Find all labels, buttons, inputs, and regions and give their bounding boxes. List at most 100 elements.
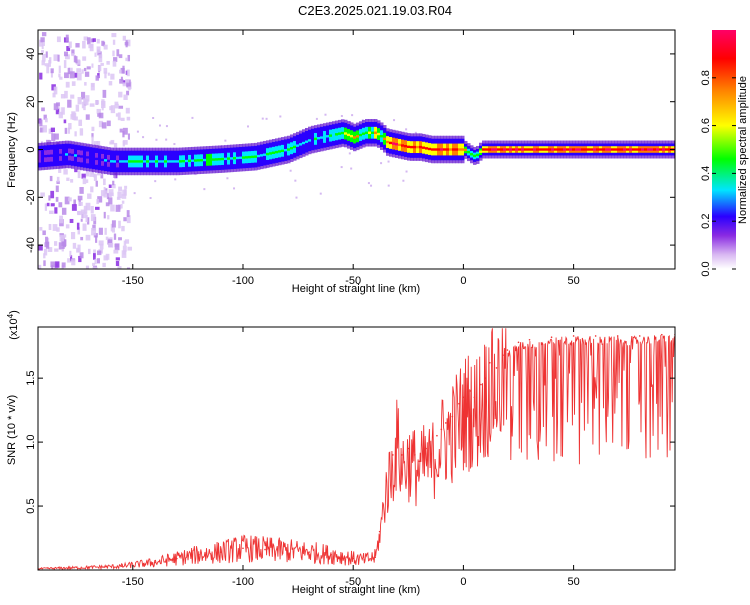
noise-cell — [102, 262, 106, 268]
ridge-core-cell — [425, 147, 429, 150]
noise-cell — [105, 202, 110, 207]
ridge-core-cell — [374, 131, 378, 134]
ridge-core-cell — [524, 148, 528, 151]
x-tick-label: -150 — [122, 576, 144, 588]
noise-cell — [56, 176, 60, 183]
noise-cell — [92, 224, 96, 231]
colorbar-tick-label: 0.4 — [700, 166, 712, 181]
noise-cell — [103, 178, 106, 186]
ridge-core-cell — [77, 154, 81, 158]
ridge-core-cell — [344, 132, 348, 135]
noise-cell — [110, 139, 115, 144]
spectrogram-axes: -150 -100 -50 0 50 40 20 0 -20 -40 — [25, 30, 675, 287]
ridge-core-cell — [122, 160, 126, 163]
ridge-core-cell — [623, 148, 627, 151]
ridge-core-cell — [224, 157, 228, 161]
noise-cell — [108, 197, 113, 205]
noise-cell — [125, 107, 130, 114]
noise-cell — [72, 242, 77, 249]
speckle-cell — [289, 169, 292, 172]
noise-cell — [79, 187, 84, 194]
snr-point — [506, 349, 509, 351]
ridge-core-cell — [389, 141, 393, 145]
noise-cell — [44, 63, 50, 67]
noise-cell — [128, 86, 131, 91]
noise-cell — [96, 199, 99, 205]
noise-cell — [103, 186, 106, 195]
snr-panel: -150 -100 -50 0 50 0.5 1.0 1.5 (x104) Height of… — [6, 310, 676, 596]
ridge-core-cell — [416, 145, 420, 149]
ridge-core-cell — [44, 154, 48, 158]
ridge-core-cell — [83, 155, 87, 159]
noise-cell — [108, 184, 112, 188]
noise-cell — [87, 37, 91, 45]
noise-cell — [124, 41, 129, 46]
ridge-core-cell — [152, 160, 156, 163]
noise-cell — [127, 133, 130, 140]
speckle-cell — [387, 184, 390, 187]
noise-cell — [85, 234, 91, 241]
noise-cell — [122, 82, 127, 87]
noise-cell — [98, 54, 103, 63]
ridge-core-cell — [311, 138, 315, 141]
snr-point — [378, 530, 381, 533]
noise-cell — [54, 261, 60, 268]
noise-cell — [68, 197, 72, 202]
noise-cell — [63, 60, 67, 69]
snr-ylabel: SNR (10 * v/v) — [6, 395, 18, 465]
ridge-core-cell — [95, 157, 99, 161]
ridge-core-cell — [200, 158, 204, 162]
noise-cell — [58, 111, 63, 119]
speckle-cell — [149, 197, 152, 200]
noise-cell — [118, 54, 123, 59]
ridge-core-cell — [263, 153, 267, 156]
ridge-core-cell — [206, 158, 210, 162]
x-tick-label: -100 — [232, 275, 254, 287]
ridge-core-cell — [194, 159, 198, 162]
ridge-core-cell — [554, 148, 558, 151]
noise-cell — [103, 44, 108, 50]
noise-cell — [84, 82, 87, 86]
noise-cell — [124, 188, 127, 196]
noise-cell — [75, 56, 78, 64]
ridge-core-cell — [266, 152, 270, 156]
noise-cell — [114, 243, 120, 251]
noise-cell — [73, 199, 77, 206]
noise-cell — [81, 91, 86, 100]
speckle-cell — [367, 182, 370, 185]
speckle-cell — [405, 170, 408, 173]
ridge-core-cell — [470, 153, 474, 156]
ridge-core-cell — [644, 148, 648, 151]
noise-cell — [123, 94, 128, 100]
noise-cell — [126, 90, 130, 96]
noise-cell — [69, 250, 72, 257]
noise-cell — [126, 82, 131, 87]
noise-cell — [57, 54, 60, 62]
noise-cell — [120, 204, 123, 209]
speckle-cell — [136, 130, 139, 133]
snr-point — [495, 367, 498, 369]
speckle-cell — [393, 119, 396, 122]
noise-cell — [76, 222, 80, 230]
noise-cell — [123, 250, 126, 255]
speckle-cell — [247, 125, 250, 128]
ridge-core-cell — [476, 153, 480, 157]
noise-cell — [42, 53, 46, 62]
noise-cell — [108, 189, 114, 196]
noise-cell — [75, 59, 81, 65]
speckle-cell — [414, 131, 417, 134]
ridge-core-cell — [395, 143, 399, 146]
noise-cell — [85, 202, 91, 211]
ridge-core-cell — [668, 148, 672, 151]
noise-cell — [64, 72, 69, 79]
noise-cell — [102, 41, 106, 47]
snr-point — [242, 547, 244, 550]
y-tick-label: 40 — [25, 48, 37, 60]
noise-cell — [63, 51, 69, 57]
snr-point — [400, 454, 403, 456]
ridge-core-cell — [116, 160, 120, 163]
noise-cell — [117, 266, 122, 269]
noise-cell — [74, 169, 78, 173]
noise-cell — [59, 215, 64, 224]
noise-cell — [77, 96, 82, 105]
